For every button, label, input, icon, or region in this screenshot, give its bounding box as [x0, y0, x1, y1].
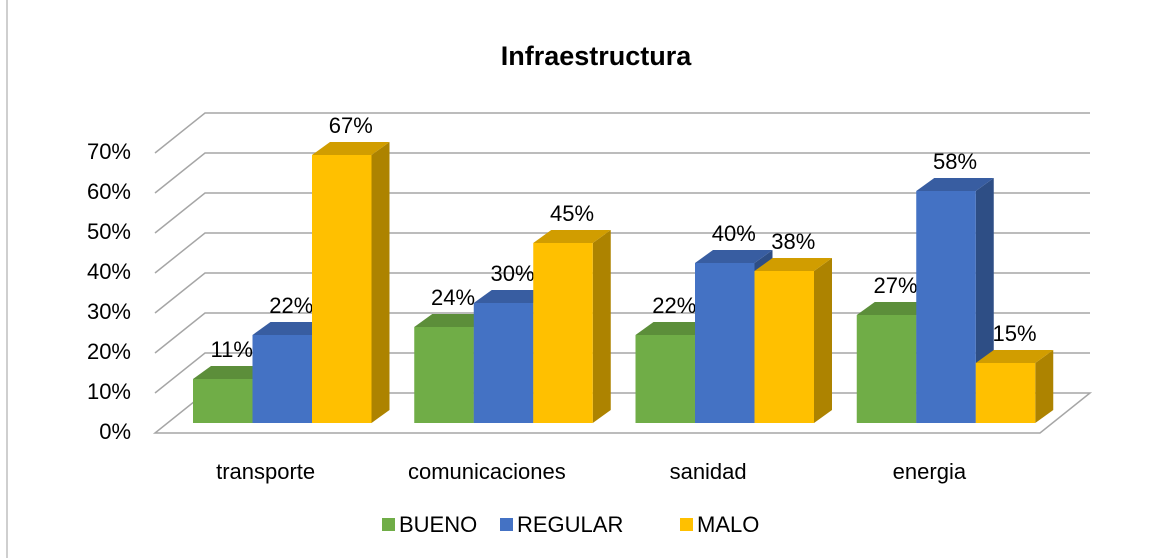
data-label: 58% — [933, 149, 977, 174]
bar-top — [635, 322, 713, 335]
bar — [193, 379, 253, 423]
bar-top — [533, 230, 611, 243]
bar — [975, 363, 1036, 423]
chart-title: Infraestructura — [501, 41, 693, 71]
legend-swatch — [382, 518, 395, 531]
x-tick-label: sanidad — [670, 459, 747, 484]
y-tick-label: 30% — [87, 299, 131, 324]
bar — [635, 335, 695, 423]
x-tick-label: energia — [893, 459, 967, 484]
bar — [252, 335, 312, 423]
bar-side — [371, 142, 390, 423]
bar — [414, 327, 474, 423]
bar-side — [814, 258, 832, 423]
y-tick-label: 10% — [87, 379, 131, 404]
bar-top — [916, 178, 994, 191]
floor — [152, 392, 1093, 434]
bar-side — [1035, 350, 1054, 423]
bar-top — [252, 322, 330, 335]
data-label: 30% — [490, 261, 534, 286]
legend-label: REGULAR — [517, 512, 623, 537]
bar-top — [193, 366, 271, 379]
legend-swatch — [680, 518, 693, 531]
legend-swatch — [500, 518, 513, 531]
bar — [916, 191, 976, 423]
bar-top — [695, 250, 773, 263]
bar-top — [856, 302, 935, 315]
data-label: 45% — [550, 201, 594, 226]
bar-top — [414, 314, 492, 327]
legend-label: BUENO — [399, 512, 477, 537]
x-tick-label: transporte — [216, 459, 315, 484]
bar-top — [754, 258, 832, 271]
data-label: 22% — [269, 293, 313, 318]
data-label: 15% — [992, 321, 1036, 346]
bar-top — [473, 290, 552, 303]
grid-line — [154, 192, 1090, 234]
bar-top — [312, 142, 390, 155]
data-label: 67% — [329, 113, 373, 138]
y-tick-label: 0% — [99, 419, 131, 444]
bar — [473, 303, 534, 423]
y-tick-label: 60% — [87, 179, 131, 204]
y-tick-label: 20% — [87, 339, 131, 364]
bar — [312, 155, 372, 423]
grid-line — [154, 232, 1090, 274]
grid-line — [154, 152, 1090, 194]
y-tick-label: 70% — [87, 139, 131, 164]
data-label: 24% — [431, 285, 475, 310]
y-tick-label: 50% — [87, 219, 131, 244]
y-tick-label: 40% — [87, 259, 131, 284]
bar — [533, 243, 593, 423]
data-label: 40% — [712, 221, 756, 246]
data-label: 38% — [771, 229, 815, 254]
data-label: 22% — [652, 293, 696, 318]
bar — [754, 271, 814, 423]
bar-side — [592, 230, 611, 423]
data-label: 11% — [211, 337, 253, 362]
data-label: 27% — [873, 273, 917, 298]
x-tick-label: comunicaciones — [408, 459, 566, 484]
bar-top — [975, 350, 1054, 363]
legend-label: MALO — [697, 512, 759, 537]
bar — [856, 315, 917, 423]
bar — [695, 263, 755, 423]
grid-line — [154, 112, 1090, 154]
